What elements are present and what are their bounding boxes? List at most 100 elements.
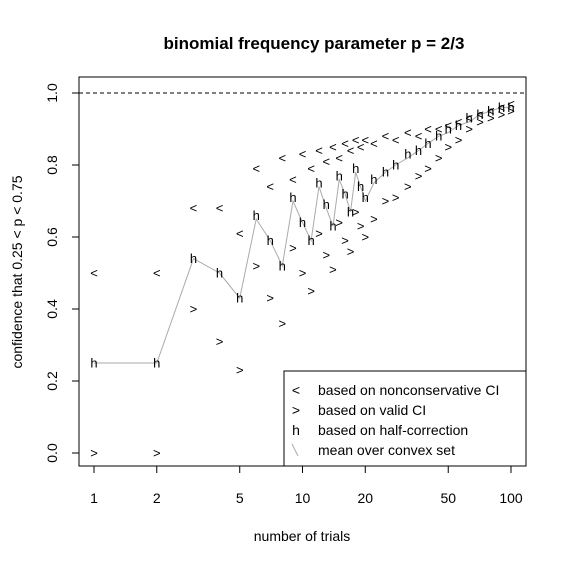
half-correction-point: h xyxy=(424,136,431,151)
valid-ci-point: > xyxy=(392,190,400,205)
half-correction-point: h xyxy=(445,122,452,137)
nonconservative-ci-point: < xyxy=(90,266,98,281)
nonconservative-ci-point: < xyxy=(507,96,515,111)
legend-label: based on nonconservative CI xyxy=(318,382,499,398)
valid-ci-point: > xyxy=(361,230,369,245)
x-tick-label: 20 xyxy=(357,490,373,506)
half-correction-point: h xyxy=(435,129,442,144)
half-correction-point: h xyxy=(323,197,330,212)
valid-ci-point: > xyxy=(322,248,330,263)
legend-symbol: > xyxy=(292,402,300,418)
valid-ci-point: > xyxy=(335,215,343,230)
y-tick-label: 0.4 xyxy=(44,299,60,319)
x-tick-label: 5 xyxy=(236,490,244,506)
chart-title: binomial frequency parameter p = 2/3 xyxy=(164,34,465,53)
valid-ci-point: > xyxy=(315,226,323,241)
half-correction-point: h xyxy=(382,165,389,180)
x-axis-label: number of trials xyxy=(254,528,350,544)
nonconservative-ci-point: < xyxy=(329,140,337,155)
valid-ci-point: > xyxy=(476,114,484,129)
valid-ci-point: > xyxy=(498,107,506,122)
valid-ci-point: > xyxy=(382,194,390,209)
y-tick-label: 1.0 xyxy=(44,83,60,103)
nonconservative-ci-point: < xyxy=(266,179,274,194)
half-correction-point: h xyxy=(90,356,97,371)
half-correction-point: h xyxy=(404,147,411,162)
y-axis-label: confidence that 0.25 < p < 0.75 xyxy=(9,175,25,368)
nonconservative-ci-point: < xyxy=(289,172,297,187)
nonconservative-ci-point: < xyxy=(153,266,161,281)
valid-ci-point: > xyxy=(90,446,98,461)
legend-mean-line-key xyxy=(291,443,299,457)
valid-ci-point: > xyxy=(424,161,432,176)
legend-label: based on half-correction xyxy=(318,422,468,438)
half-correction-point: h xyxy=(315,176,322,191)
mean-line-layer xyxy=(94,106,511,364)
nonconservative-ci-point: < xyxy=(315,143,323,158)
x-tick-label: 10 xyxy=(295,490,311,506)
x-tick-label: 50 xyxy=(440,490,456,506)
half-correction-point: h xyxy=(236,291,243,306)
points-layer: < << <<<<<<<<<<<<<<<<< < < < < < < < < < < < < < <> >>>>>… xyxy=(90,96,515,460)
half-correction-point: h xyxy=(466,111,473,126)
valid-ci-point: > xyxy=(266,291,274,306)
nonconservative-ci-point: < xyxy=(382,129,390,144)
nonconservative-ci-point: < xyxy=(424,122,432,137)
nonconservative-ci-point: < xyxy=(347,143,355,158)
nonconservative-ci-point: < xyxy=(361,132,369,147)
y-tick-label: 0.2 xyxy=(44,371,60,391)
valid-ci-point: > xyxy=(289,240,297,255)
half-correction-point: h xyxy=(362,190,369,205)
valid-ci-point: > xyxy=(487,111,495,126)
nonconservative-ci-point: < xyxy=(444,118,452,133)
half-correction-point: h xyxy=(370,172,377,187)
y-tick-label: 0.6 xyxy=(44,227,60,247)
nonconservative-ci-point: < xyxy=(476,107,484,122)
y-tick-label: 0.8 xyxy=(44,155,60,175)
half-correction-point: h xyxy=(347,204,354,219)
valid-ci-point: > xyxy=(357,219,365,234)
half-correction-point: h xyxy=(279,258,286,273)
valid-ci-point: > xyxy=(465,122,473,137)
half-correction-point: h xyxy=(336,168,343,183)
valid-ci-point: > xyxy=(370,212,378,227)
valid-ci-point: > xyxy=(252,258,260,273)
valid-ci-point: > xyxy=(352,204,360,219)
half-correction-point: h xyxy=(267,233,274,248)
nonconservative-ci-point: < xyxy=(322,154,330,169)
nonconservative-ci-point: < xyxy=(216,201,224,216)
legend-label: based on valid CI xyxy=(318,402,426,418)
nonconservative-ci-point: < xyxy=(435,122,443,137)
x-tick-label: 2 xyxy=(153,490,161,506)
half-correction-point: h xyxy=(253,208,260,223)
nonconservative-ci-point: < xyxy=(252,161,260,176)
valid-ci-point: > xyxy=(236,363,244,378)
valid-ci-point: > xyxy=(190,302,198,317)
half-correction-point: h xyxy=(299,215,306,230)
valid-ci-point: > xyxy=(415,168,423,183)
half-correction-point: h xyxy=(455,118,462,133)
half-correction-point: h xyxy=(190,251,197,266)
nonconservative-ci-point: < xyxy=(455,114,463,129)
valid-ci-point: > xyxy=(329,262,337,277)
nonconservative-ci-point: < xyxy=(370,136,378,151)
valid-ci-point: > xyxy=(153,446,161,461)
valid-ci-point: > xyxy=(341,233,349,248)
half-correction-point: h xyxy=(476,107,483,122)
valid-ci-point: > xyxy=(404,179,412,194)
nonconservative-ci-point: < xyxy=(190,201,198,216)
valid-ci-point: > xyxy=(299,266,307,281)
nonconservative-ci-point: < xyxy=(392,132,400,147)
valid-ci-point: > xyxy=(507,104,515,119)
valid-ci-point: > xyxy=(278,316,286,331)
nonconservative-ci-point: < xyxy=(278,150,286,165)
nonconservative-ci-point: < xyxy=(498,100,506,115)
x-tick-label: 1 xyxy=(90,490,98,506)
valid-ci-point: > xyxy=(347,244,355,259)
nonconservative-ci-point: < xyxy=(236,226,244,241)
valid-ci-point: > xyxy=(307,284,315,299)
half-correction-point: h xyxy=(329,219,336,234)
half-correction-point: h xyxy=(289,190,296,205)
legend-box xyxy=(283,370,527,467)
valid-ci-point: > xyxy=(216,334,224,349)
